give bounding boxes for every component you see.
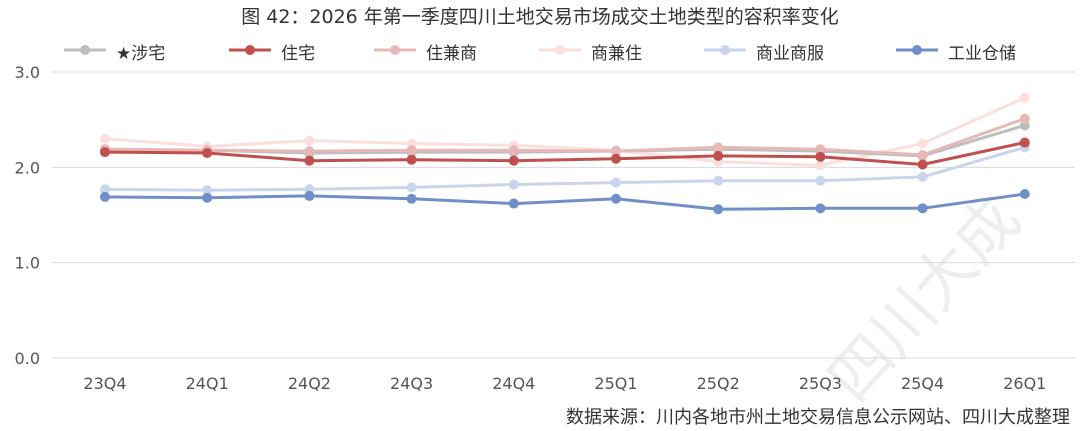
data-point (815, 203, 826, 214)
series-line (103, 117, 1027, 157)
legend-label: 商业商服 (756, 44, 824, 64)
y-tick-label: 0.0 (15, 349, 40, 368)
data-point (611, 177, 621, 188)
data-point (508, 145, 519, 156)
chart-title: 图 42：2026 年第一季度四川土地交易市场成交土地类型的容积率变化 (241, 6, 839, 28)
data-point (100, 191, 110, 202)
x-tick-label: 24Q4 (492, 374, 535, 393)
x-tick-label: 25Q1 (594, 374, 637, 393)
data-point (917, 159, 928, 170)
legend-swatch (229, 45, 271, 55)
data-point (815, 151, 826, 162)
data-point (304, 146, 315, 157)
x-tick-label: 25Q2 (697, 374, 740, 393)
data-point (917, 149, 928, 160)
legend-swatch (539, 45, 581, 55)
legend-label: 住兼商 (426, 44, 477, 64)
data-point (508, 179, 519, 190)
legend-marker (720, 45, 730, 55)
data-point (202, 192, 213, 203)
series-6 (100, 189, 1030, 215)
data-point (611, 153, 621, 164)
series-line (103, 141, 1027, 166)
data-point (713, 204, 724, 215)
data-point (304, 155, 315, 166)
legend-marker (912, 45, 922, 55)
data-point (100, 184, 110, 195)
data-point (202, 148, 213, 159)
data-point (508, 155, 519, 166)
data-point (406, 193, 417, 204)
data-point (917, 138, 928, 149)
source-note: 数据来源：川内各地市州土地交易信息公示网站、四川大成整理 (566, 407, 1070, 428)
legend-swatch (896, 45, 938, 55)
data-point (713, 142, 724, 153)
legend-swatch (704, 45, 746, 55)
legend-swatch (64, 45, 106, 55)
data-point (1019, 92, 1030, 103)
legend-label: 商兼住 (591, 44, 642, 64)
data-point (1019, 113, 1030, 124)
x-tick-label: 26Q1 (1003, 374, 1046, 393)
data-point (406, 182, 417, 193)
data-point (917, 203, 928, 214)
x-tick-label: 23Q4 (83, 374, 126, 393)
data-point (406, 145, 417, 156)
data-point (917, 171, 928, 182)
y-tick-label: 3.0 (15, 63, 40, 82)
series-5 (100, 142, 1030, 196)
series-line (103, 145, 1027, 192)
data-point (815, 175, 826, 186)
data-point (406, 154, 417, 165)
x-tick-label: 25Q3 (799, 374, 842, 393)
data-point (100, 147, 110, 158)
legend-marker (555, 45, 565, 55)
series-line (103, 192, 1027, 211)
x-tick-label: 24Q3 (390, 374, 433, 393)
data-point (611, 193, 621, 204)
legend-swatch (374, 45, 416, 55)
legend-label: 住宅 (281, 44, 315, 64)
legend-marker (245, 45, 255, 55)
y-tick-label: 1.0 (15, 254, 40, 273)
data-point (1019, 137, 1030, 148)
data-point (508, 198, 519, 209)
series-2 (100, 137, 1030, 170)
x-tick-label: 24Q1 (186, 374, 229, 393)
legend-marker (80, 45, 90, 55)
legend-label: ★涉宅 (116, 44, 166, 64)
data-point (1019, 189, 1030, 200)
data-point (815, 160, 826, 171)
data-point (202, 185, 213, 196)
x-tick-label: 25Q4 (901, 374, 944, 393)
data-point (713, 175, 724, 186)
data-point (815, 144, 826, 155)
data-point (304, 190, 315, 201)
legend-label: 工业仓储 (948, 44, 1016, 64)
data-point (611, 146, 621, 157)
data-point (713, 150, 724, 161)
y-tick-label: 2.0 (15, 158, 40, 177)
legend-marker (390, 45, 400, 55)
data-point (304, 135, 315, 146)
data-point (100, 133, 110, 144)
x-tick-label: 24Q2 (288, 374, 331, 393)
